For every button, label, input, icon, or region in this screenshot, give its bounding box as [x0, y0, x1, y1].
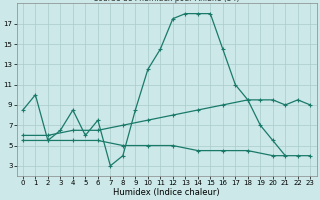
Title: Courbe de l'humidex pour Aniane (34): Courbe de l'humidex pour Aniane (34) — [93, 0, 240, 3]
X-axis label: Humidex (Indice chaleur): Humidex (Indice chaleur) — [113, 188, 220, 197]
